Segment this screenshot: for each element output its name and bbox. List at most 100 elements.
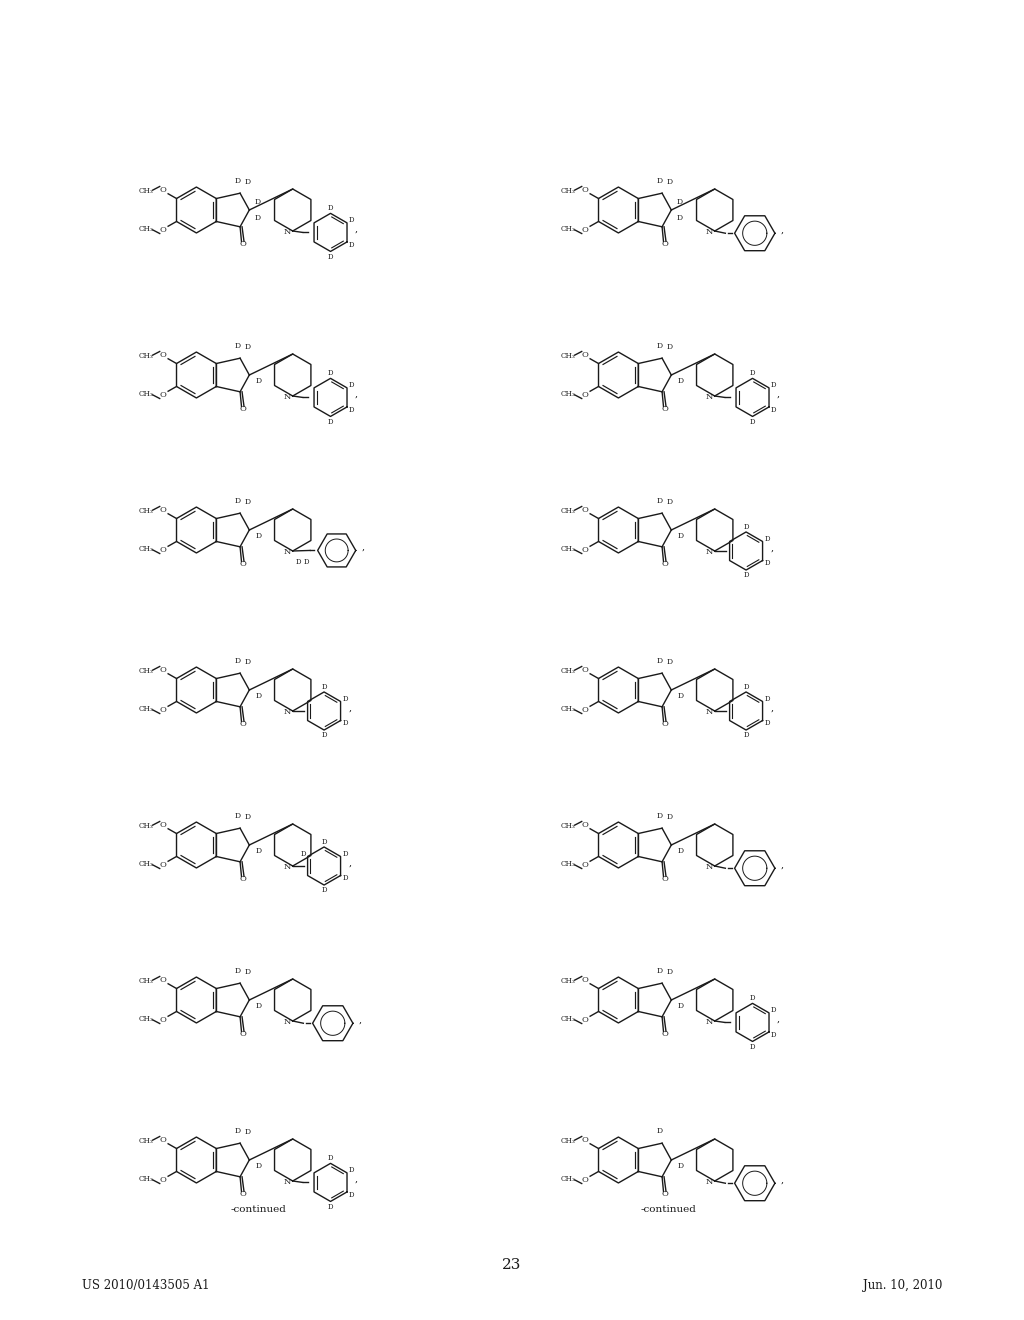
Text: D: D xyxy=(349,381,354,389)
Text: D: D xyxy=(234,656,241,664)
Text: ,: , xyxy=(355,391,358,399)
Text: D: D xyxy=(255,1162,261,1170)
Text: O: O xyxy=(582,821,589,829)
Text: D: D xyxy=(765,694,770,702)
Text: CH₃: CH₃ xyxy=(139,821,154,830)
Text: O: O xyxy=(662,560,669,568)
Text: CH₃: CH₃ xyxy=(139,705,154,713)
Text: O: O xyxy=(160,506,167,513)
Text: O: O xyxy=(582,227,589,235)
Text: D: D xyxy=(342,874,348,882)
Text: D: D xyxy=(771,381,776,389)
Text: D: D xyxy=(328,205,333,213)
Text: O: O xyxy=(240,405,247,413)
Text: O: O xyxy=(662,1030,669,1038)
Text: D: D xyxy=(743,572,749,579)
Text: O: O xyxy=(240,1189,247,1197)
Text: D: D xyxy=(234,342,241,350)
Text: D: D xyxy=(771,405,776,413)
Text: N: N xyxy=(706,863,714,871)
Text: O: O xyxy=(662,875,669,883)
Text: D: D xyxy=(254,214,260,222)
Text: D: D xyxy=(322,731,327,739)
Text: ,: , xyxy=(358,1016,361,1024)
Text: O: O xyxy=(160,821,167,829)
Text: N: N xyxy=(706,228,714,236)
Text: O: O xyxy=(582,1016,589,1024)
Text: CH₃: CH₃ xyxy=(561,226,575,234)
Text: ,: , xyxy=(355,226,358,234)
Text: D: D xyxy=(765,719,770,727)
Text: D: D xyxy=(656,342,663,350)
Text: CH₃: CH₃ xyxy=(561,1175,575,1183)
Text: ,: , xyxy=(777,1015,780,1024)
Text: O: O xyxy=(160,706,167,714)
Text: ,: , xyxy=(777,391,780,399)
Text: N: N xyxy=(706,1019,714,1027)
Text: CH₃: CH₃ xyxy=(139,507,154,515)
Text: N: N xyxy=(284,393,292,401)
Text: CH₃: CH₃ xyxy=(561,507,575,515)
Text: CH₃: CH₃ xyxy=(561,1015,575,1023)
Text: D: D xyxy=(234,812,241,820)
Text: O: O xyxy=(240,240,247,248)
Text: D: D xyxy=(676,198,682,206)
Text: D: D xyxy=(342,694,348,702)
Text: CH₃: CH₃ xyxy=(561,705,575,713)
Text: ,: , xyxy=(771,544,774,553)
Text: D: D xyxy=(677,692,683,700)
Text: D: D xyxy=(245,968,251,975)
Text: D: D xyxy=(245,343,251,351)
Text: CH₃: CH₃ xyxy=(561,861,575,869)
Text: D: D xyxy=(322,682,327,690)
Text: D: D xyxy=(254,198,260,206)
Text: O: O xyxy=(582,1176,589,1184)
Text: CH₃: CH₃ xyxy=(139,545,154,553)
Text: O: O xyxy=(160,227,167,235)
Text: O: O xyxy=(582,665,589,673)
Text: D: D xyxy=(677,1002,683,1010)
Text: CH₃: CH₃ xyxy=(561,545,575,553)
Text: ,: , xyxy=(361,543,365,552)
Text: N: N xyxy=(284,1019,292,1027)
Text: D: D xyxy=(667,343,673,351)
Text: D: D xyxy=(300,850,306,858)
Text: O: O xyxy=(582,186,589,194)
Text: O: O xyxy=(582,706,589,714)
Text: D: D xyxy=(765,560,770,568)
Text: O: O xyxy=(662,719,669,727)
Text: D: D xyxy=(322,838,327,846)
Text: D: D xyxy=(765,535,770,543)
Text: N: N xyxy=(284,709,292,717)
Text: O: O xyxy=(160,186,167,194)
Text: CH₃: CH₃ xyxy=(561,821,575,830)
Text: CH₃: CH₃ xyxy=(139,1137,154,1144)
Text: CH₃: CH₃ xyxy=(561,391,575,399)
Text: N: N xyxy=(284,228,292,236)
Text: D: D xyxy=(245,498,251,506)
Text: D: D xyxy=(750,370,756,378)
Text: CH₃: CH₃ xyxy=(139,1015,154,1023)
Text: D: D xyxy=(245,178,251,186)
Text: D: D xyxy=(677,1162,683,1170)
Text: D: D xyxy=(656,1126,663,1135)
Text: D: D xyxy=(245,1129,251,1137)
Text: O: O xyxy=(662,405,669,413)
Text: ,: , xyxy=(780,861,783,870)
Text: D: D xyxy=(255,692,261,700)
Text: D: D xyxy=(656,812,663,820)
Text: O: O xyxy=(582,1135,589,1143)
Text: CH₃: CH₃ xyxy=(139,667,154,675)
Text: D: D xyxy=(771,1006,776,1014)
Text: O: O xyxy=(582,975,589,983)
Text: D: D xyxy=(656,177,663,185)
Text: D: D xyxy=(667,498,673,506)
Text: N: N xyxy=(284,1179,292,1187)
Text: D: D xyxy=(667,968,673,975)
Text: N: N xyxy=(706,393,714,401)
Text: ,: , xyxy=(780,1176,783,1185)
Text: D: D xyxy=(676,214,682,222)
Text: D: D xyxy=(234,496,241,504)
Text: D: D xyxy=(677,378,683,385)
Text: D: D xyxy=(743,731,749,739)
